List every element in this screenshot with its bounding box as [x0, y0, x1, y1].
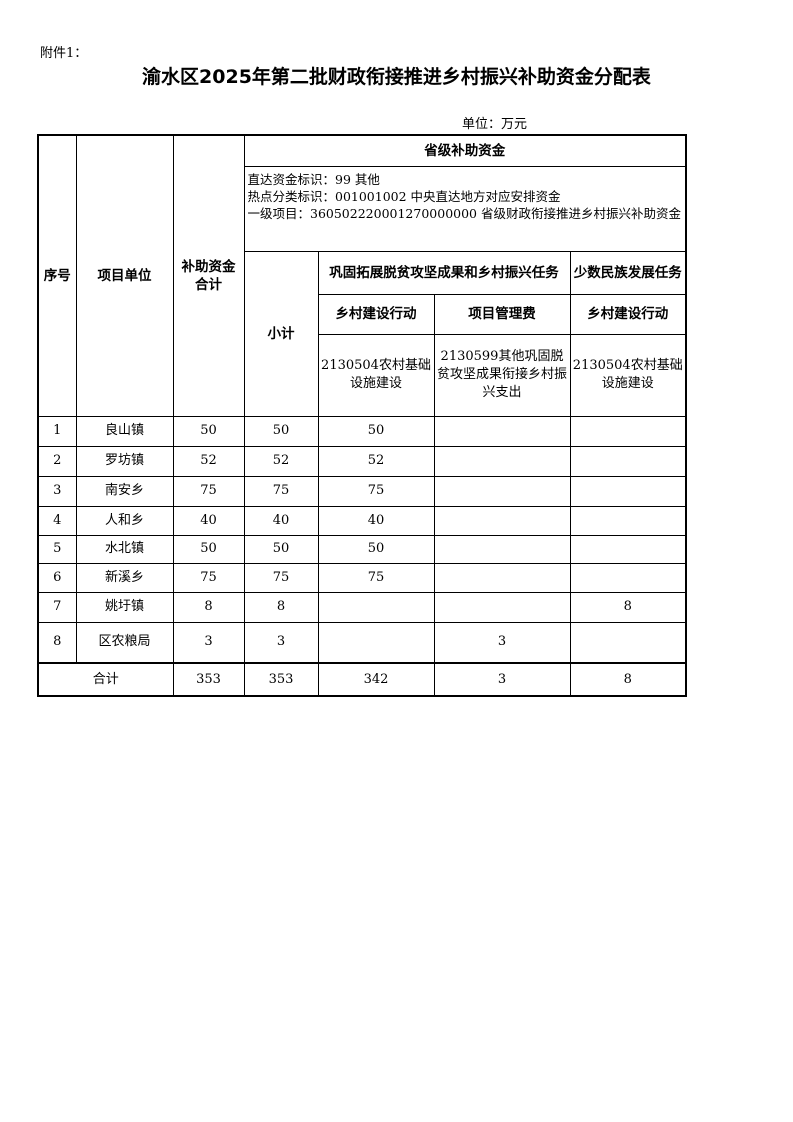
cell-seq: 4	[37, 505, 77, 536]
cell-name: 良山镇	[75, 415, 174, 447]
totals-label: 合计	[37, 662, 174, 697]
table-row: 8 区农粮局 3 3 3	[37, 621, 687, 664]
header-total: 补助资金合计	[172, 134, 245, 417]
cell-total: 75	[172, 475, 245, 507]
cell-subtotal: 75	[243, 562, 319, 593]
cell-seq: 3	[37, 475, 77, 507]
header-sub3: 乡村建设行动	[569, 293, 687, 335]
totals-row: 合计 353 353 342 3 8	[37, 662, 687, 697]
unit-label: 单位：万元	[462, 117, 528, 132]
cell-name: 新溪乡	[75, 562, 174, 593]
header-task2: 少数民族发展任务	[569, 250, 687, 295]
cell-seq: 6	[37, 562, 77, 593]
header-code2: 2130599其他巩固脱贫攻坚成果衔接乡村振兴支出	[433, 333, 571, 417]
table-row: 1 良山镇 50 50 50	[37, 415, 687, 447]
cell-c3	[569, 505, 687, 536]
cell-name: 南安乡	[75, 475, 174, 507]
header-code1: 2130504农村基础设施建设	[317, 333, 435, 417]
cell-seq: 2	[37, 445, 77, 477]
header-info: 直达资金标识：99 其他 热点分类标识：001001002 中央直达地方对应安排…	[243, 165, 687, 252]
cell-c2: 3	[433, 621, 571, 664]
cell-seq: 1	[37, 415, 77, 447]
cell-c2	[433, 475, 571, 507]
cell-name: 区农粮局	[75, 621, 174, 664]
header-sub1: 乡村建设行动	[317, 293, 435, 335]
table-row: 6 新溪乡 75 75 75	[37, 562, 687, 593]
cell-total: 50	[172, 534, 245, 564]
cell-c2	[433, 562, 571, 593]
table-row: 5 水北镇 50 50 50	[37, 534, 687, 564]
cell-subtotal: 50	[243, 534, 319, 564]
table-row: 4 人和乡 40 40 40	[37, 505, 687, 536]
cell-c2	[433, 415, 571, 447]
info-line: 直达资金标识：99 其他	[247, 171, 380, 187]
cell-c1: 75	[317, 475, 435, 507]
cell-subtotal: 52	[243, 445, 319, 477]
cell-total: 52	[172, 445, 245, 477]
cell-subtotal: 40	[243, 505, 319, 536]
attachment-label: 附件1：	[40, 46, 88, 61]
cell-total: 8	[172, 591, 245, 623]
cell-total: 75	[172, 562, 245, 593]
cell-subtotal: 8	[243, 591, 319, 623]
totals-c2: 3	[433, 662, 571, 697]
cell-seq: 7	[37, 591, 77, 623]
totals-c1: 342	[317, 662, 435, 697]
cell-c1: 50	[317, 534, 435, 564]
cell-seq: 5	[37, 534, 77, 564]
cell-name: 姚圩镇	[75, 591, 174, 623]
cell-total: 40	[172, 505, 245, 536]
header-unit-name: 项目单位	[75, 134, 174, 417]
cell-name: 水北镇	[75, 534, 174, 564]
table-row: 7 姚圩镇 8 8 8	[37, 591, 687, 623]
cell-c3	[569, 475, 687, 507]
cell-c1	[317, 591, 435, 623]
header-provincial: 省级补助资金	[243, 134, 687, 167]
cell-c2	[433, 591, 571, 623]
cell-seq: 8	[37, 621, 77, 664]
cell-c2	[433, 534, 571, 564]
header-subtotal: 小计	[243, 250, 319, 417]
cell-c3	[569, 621, 687, 664]
cell-c2	[433, 505, 571, 536]
info-line: 一级项目：360502220001270000000 省级财政衔接推进乡村振兴补…	[247, 205, 682, 221]
cell-c3	[569, 562, 687, 593]
cell-c1: 52	[317, 445, 435, 477]
cell-subtotal: 50	[243, 415, 319, 447]
cell-c3	[569, 445, 687, 477]
header-seq: 序号	[37, 134, 77, 417]
page-title: 渝水区2025年第二批财政衔接推进乡村振兴补助资金分配表	[142, 66, 651, 88]
allocation-table: 序号 项目单位 补助资金合计 省级补助资金 直达资金标识：99 其他 热点分类标…	[37, 134, 687, 697]
totals-c3: 8	[569, 662, 687, 697]
table-row: 3 南安乡 75 75 75	[37, 475, 687, 507]
cell-total: 50	[172, 415, 245, 447]
totals-total: 353	[172, 662, 245, 697]
cell-name: 罗坊镇	[75, 445, 174, 477]
cell-subtotal: 3	[243, 621, 319, 664]
cell-subtotal: 75	[243, 475, 319, 507]
header-task1: 巩固拓展脱贫攻坚成果和乡村振兴任务	[317, 250, 571, 295]
cell-name: 人和乡	[75, 505, 174, 536]
cell-total: 3	[172, 621, 245, 664]
cell-c1: 40	[317, 505, 435, 536]
cell-c3: 8	[569, 591, 687, 623]
cell-c3	[569, 534, 687, 564]
cell-c2	[433, 445, 571, 477]
totals-subtotal: 353	[243, 662, 319, 697]
cell-c1: 50	[317, 415, 435, 447]
header-sub2: 项目管理费	[433, 293, 571, 335]
cell-c1	[317, 621, 435, 664]
cell-c3	[569, 415, 687, 447]
header-code3: 2130504农村基础设施建设	[569, 333, 687, 417]
info-line: 热点分类标识：001001002 中央直达地方对应安排资金	[247, 188, 561, 204]
table-row: 2 罗坊镇 52 52 52	[37, 445, 687, 477]
cell-c1: 75	[317, 562, 435, 593]
